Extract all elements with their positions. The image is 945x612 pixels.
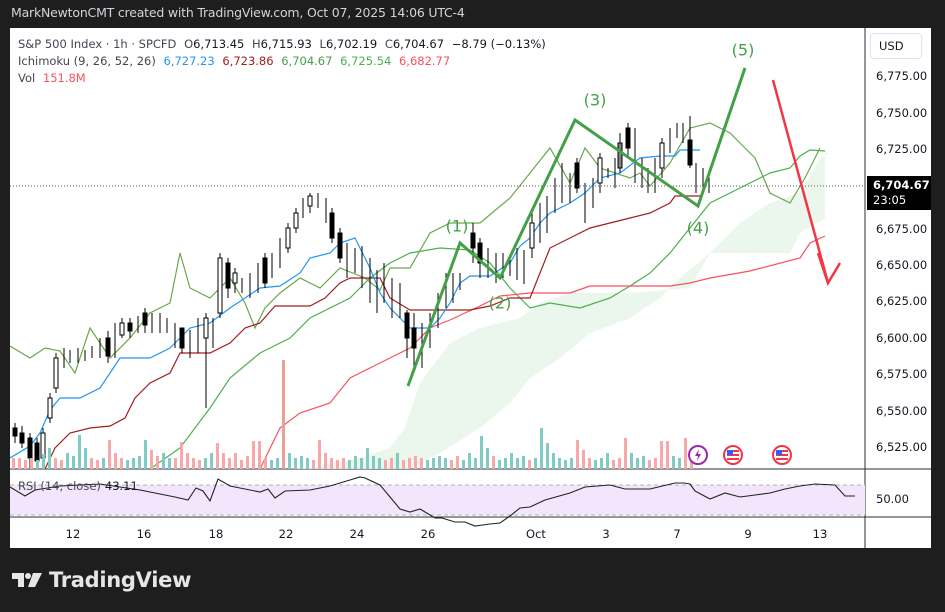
low-value: 6,702.19: [325, 37, 378, 51]
time-tick: 16: [136, 527, 152, 541]
symbol-name[interactable]: S&P 500 Index · 1h · SPCFD: [18, 37, 177, 51]
volume-label[interactable]: Vol: [18, 71, 36, 85]
tradingview-logo-icon: [12, 573, 42, 587]
legend-ichimoku-row: Ichimoku (9, 26, 52, 26) 6,727.23 6,723.…: [18, 53, 546, 70]
tradingview-logo[interactable]: TradingView: [12, 568, 191, 592]
candles: [12, 116, 710, 468]
legend-volume-row: Vol 151.8M: [18, 70, 546, 87]
time-tick: 9: [744, 527, 752, 541]
kijun-value: 6,723.86: [222, 54, 274, 68]
time-tick: 3: [602, 527, 610, 541]
us-flag-icon[interactable]: [771, 444, 793, 466]
rsi-label[interactable]: RSI (14, close): [18, 479, 101, 493]
close-value: 6,704.67: [392, 37, 445, 51]
time-tick: 18: [208, 527, 224, 541]
chart-canvas[interactable]: [10, 28, 931, 548]
price-tick: 6,550.00: [876, 404, 928, 418]
time-tick: Oct: [526, 527, 546, 541]
time-tick: 24: [349, 527, 365, 541]
elliott-wave-path: [406, 67, 747, 387]
chikou-value: 6,704.67: [281, 54, 333, 68]
wave-label-5: (5): [731, 40, 755, 60]
tradingview-wordmark: TradingView: [49, 568, 192, 592]
high-value: 6,715.93: [260, 37, 312, 51]
time-tick: 26: [420, 527, 436, 541]
time-tick: 12: [65, 527, 81, 541]
time-tick: 13: [812, 527, 828, 541]
price-tick: 6,525.00: [876, 440, 928, 454]
rsi-scale-label: 50.00: [876, 492, 909, 506]
time-tick: 7: [673, 527, 681, 541]
rsi-line: [10, 476, 855, 527]
wave-label-3: (3): [583, 90, 607, 110]
volume-value: 151.8M: [42, 71, 86, 85]
volume-bars: [12, 360, 693, 469]
bar-countdown: 23:05: [873, 193, 907, 207]
chikou-line: [10, 122, 821, 375]
span-a-line: [149, 149, 826, 470]
price-tick: 6,575.00: [876, 367, 928, 381]
ichimoku-cloud: [290, 153, 830, 469]
open-value: 6,713.45: [193, 37, 245, 51]
wave-label-2: (2): [488, 293, 512, 313]
legend-symbol-row: S&P 500 Index · 1h · SPCFD O6,713.45 H6,…: [18, 37, 546, 51]
chart-frame[interactable]: S&P 500 Index · 1h · SPCFD O6,713.45 H6,…: [10, 28, 931, 548]
span-b-line: [259, 235, 826, 470]
span-a-value: 6,725.54: [340, 54, 392, 68]
price-tick: 6,675.00: [876, 222, 928, 236]
rsi-value: 43.11: [104, 479, 138, 493]
chart-credit: MarkNewtonCMT created with TradingView.c…: [11, 5, 465, 20]
bearish-arrow: [771, 79, 842, 286]
price-tick: 6,625.00: [876, 294, 928, 308]
rsi-legend: RSI (14, close) 43.11: [18, 479, 138, 493]
rsi-band: [10, 485, 865, 515]
price-tick: 6,725.00: [876, 142, 928, 156]
wave-label-4: (4): [686, 218, 710, 238]
chart-legend: S&P 500 Index · 1h · SPCFD O6,713.45 H6,…: [18, 36, 546, 87]
last-price-badge: 6,704.67 23:05: [867, 176, 931, 210]
price-tick: 6,600.00: [876, 331, 928, 345]
change-value: −8.79 (−0.13%): [451, 37, 546, 51]
ichimoku-label[interactable]: Ichimoku (9, 26, 52, 26): [18, 54, 156, 68]
earnings-icon[interactable]: [687, 444, 709, 466]
price-tick: 6,775.00: [876, 69, 928, 83]
span-b-value: 6,682.77: [398, 54, 451, 68]
wave-label-1: (1): [445, 216, 469, 236]
price-tick: 6,650.00: [876, 258, 928, 272]
currency-button[interactable]: USD: [870, 33, 922, 59]
price-tick: 6,750.00: [876, 106, 928, 120]
kijun-line: [44, 195, 700, 470]
tenkan-value: 6,727.23: [163, 54, 215, 68]
time-tick: 22: [278, 527, 294, 541]
us-flag-icon[interactable]: [722, 444, 744, 466]
tenkan-line: [10, 149, 700, 459]
